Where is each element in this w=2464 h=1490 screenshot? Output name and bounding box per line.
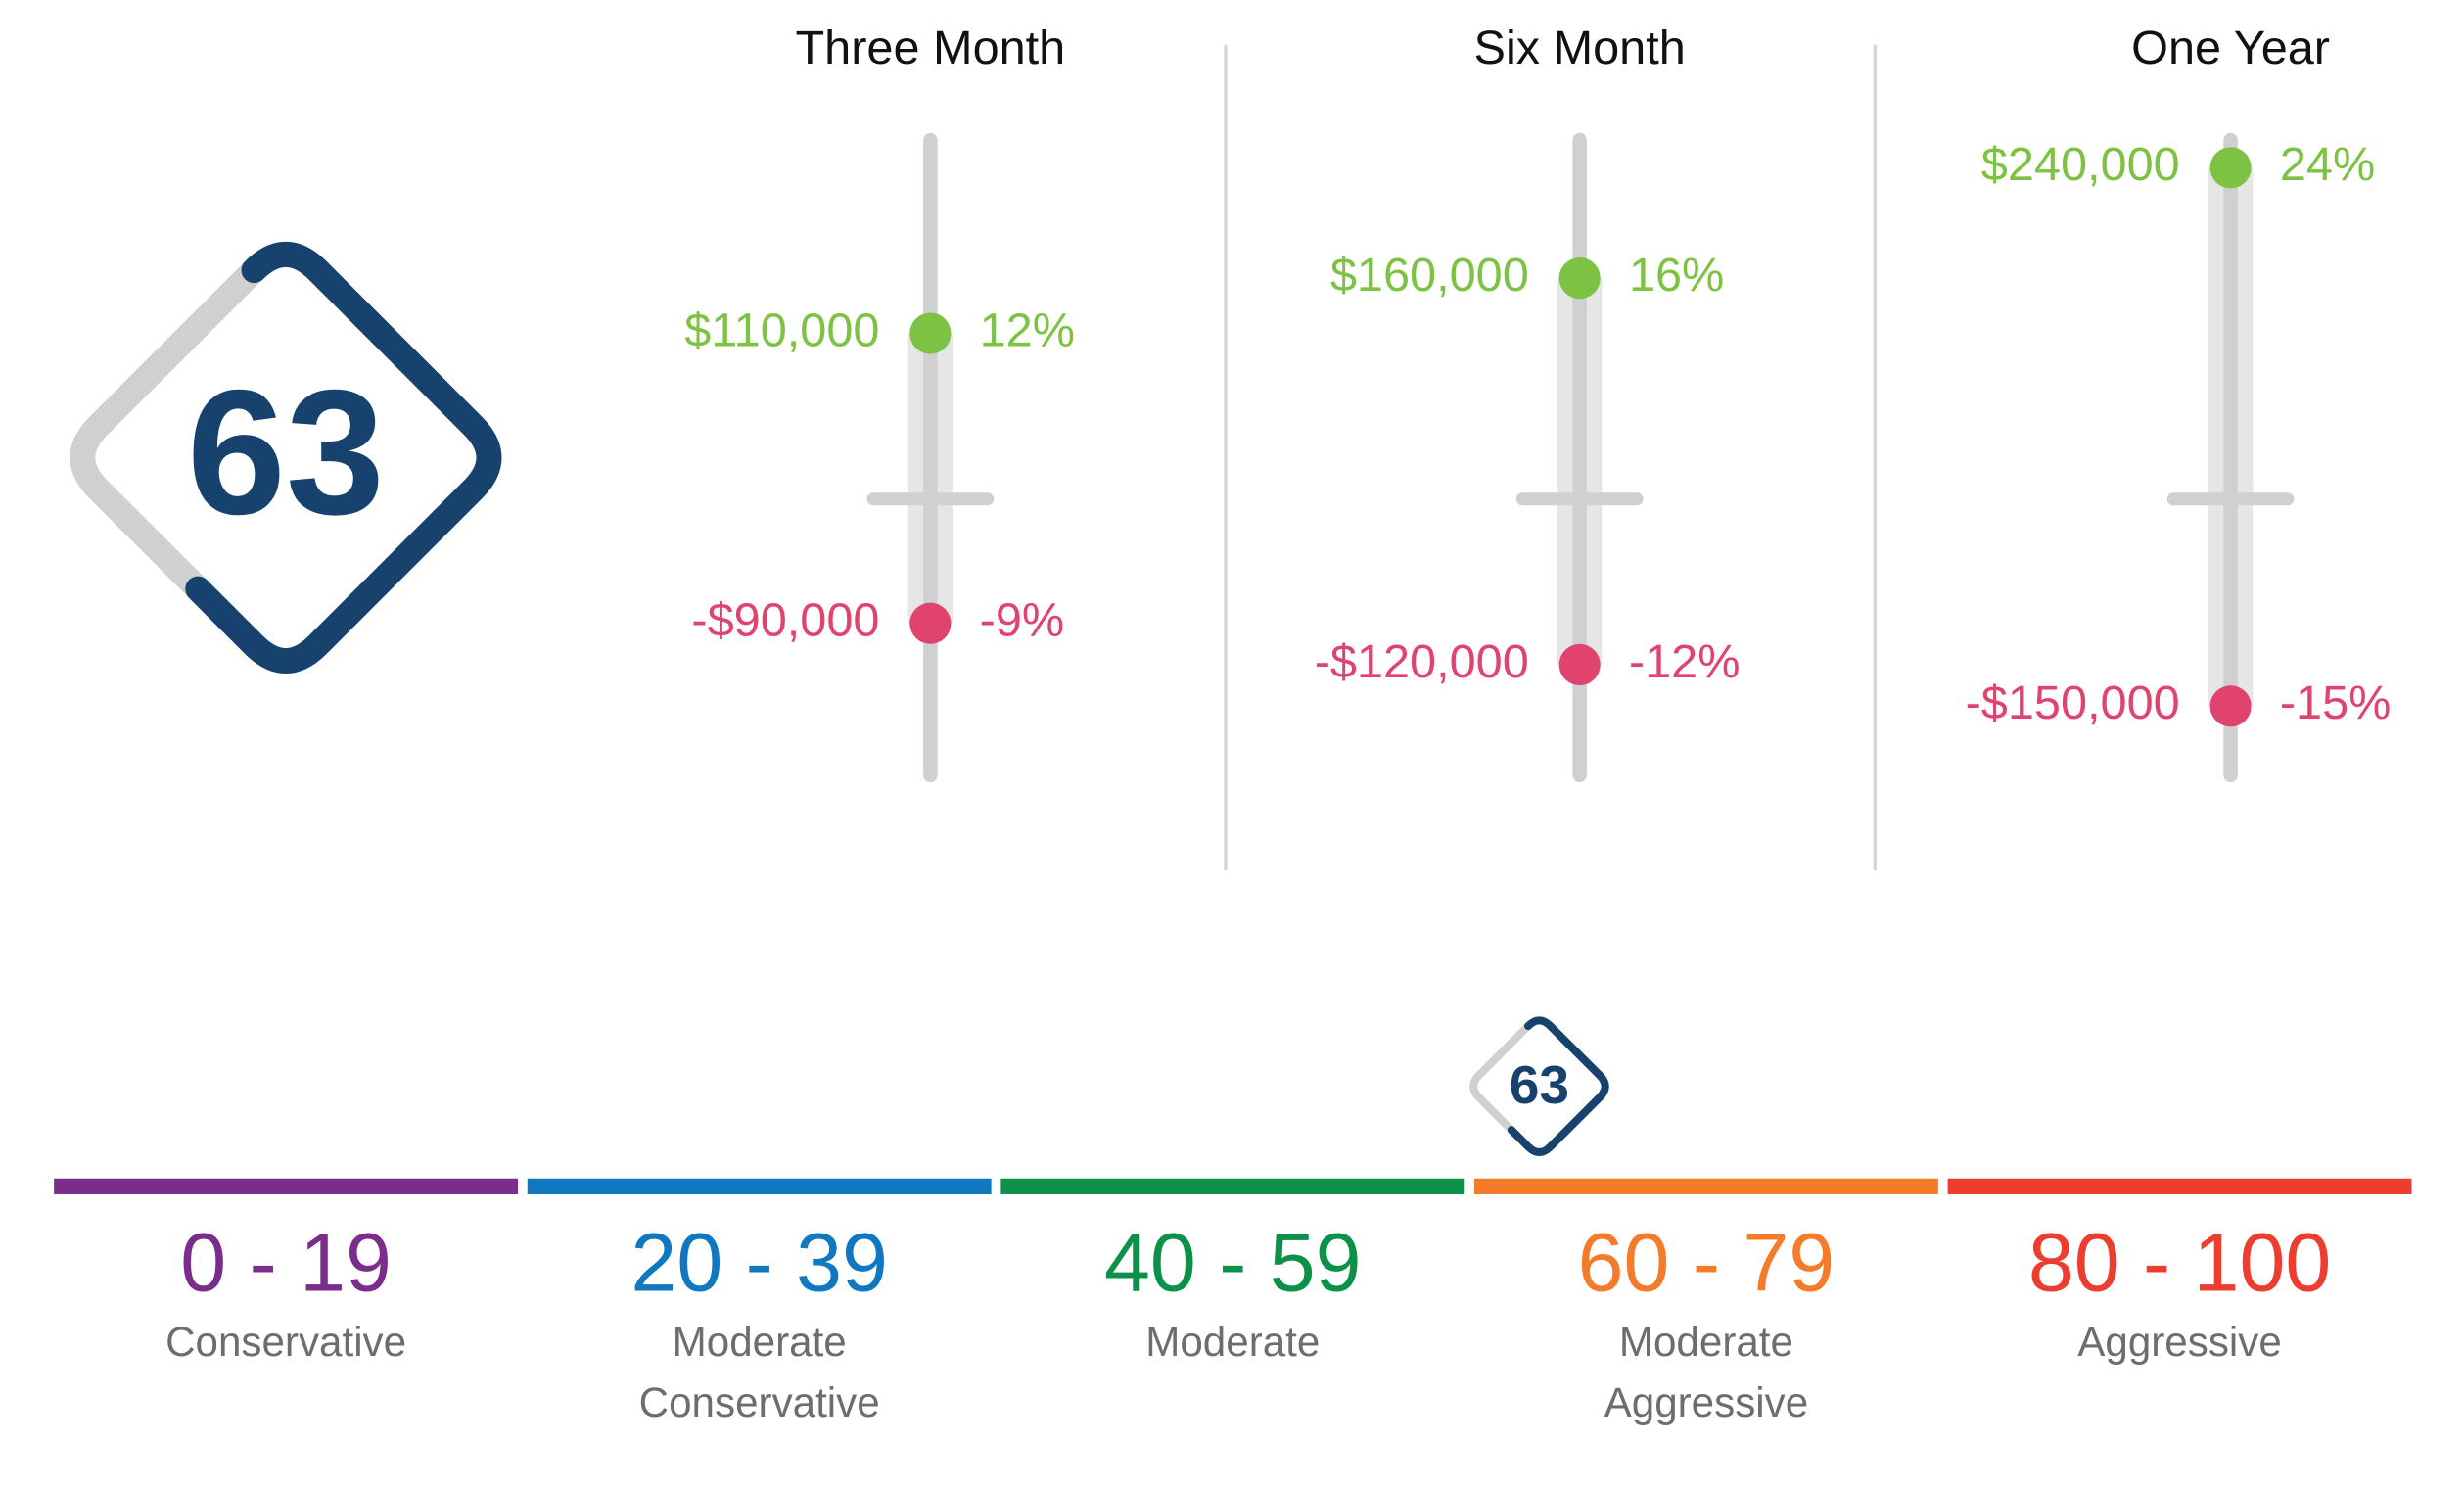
gain-percent: 24% (2280, 138, 2375, 191)
gain-amount: $110,000 (684, 303, 879, 356)
band-name: Conservative (165, 1319, 406, 1365)
gain-percent: 16% (1629, 249, 1724, 302)
band-range: 60 - 79 (1578, 1216, 1836, 1308)
period-title: One Year (2131, 22, 2330, 74)
band-name: Aggressive (1604, 1379, 1809, 1425)
loss-dot (909, 602, 952, 644)
band-name: Aggressive (2077, 1319, 2282, 1365)
gain-dot (1558, 257, 1601, 300)
score-gauge: 63 (70, 241, 502, 674)
loss-amount: -$150,000 (1966, 676, 2180, 729)
band-bar (1000, 1178, 1465, 1194)
gauge-progress (1469, 1016, 1609, 1157)
gain-dot (2209, 147, 2252, 189)
score-gauge: 63 (1469, 1016, 1609, 1157)
loss-percent: -15% (2280, 676, 2392, 729)
band-name: Moderate (673, 1319, 847, 1365)
band-name: Moderate (1619, 1319, 1793, 1365)
loss-dot (2209, 685, 2252, 727)
period-title: Six Month (1474, 22, 1686, 74)
score-value: 63 (187, 354, 385, 552)
loss-percent: -9% (980, 594, 1064, 647)
band-bar (1947, 1178, 2412, 1194)
loss-percent: -12% (1629, 635, 1741, 688)
loss-dot (1558, 643, 1601, 686)
loss-amount: -$90,000 (691, 594, 879, 647)
gauge-progress (70, 241, 502, 674)
gain-dot (909, 312, 952, 354)
gain-percent: 12% (980, 303, 1075, 356)
band-bar (527, 1178, 992, 1194)
loss-amount: -$120,000 (1315, 635, 1529, 688)
band-name: Moderate (1145, 1319, 1320, 1365)
band-range: 40 - 59 (1104, 1216, 1362, 1308)
band-range: 0 - 19 (180, 1216, 392, 1308)
gain-amount: $240,000 (1981, 138, 2180, 191)
score-value: 63 (1510, 1054, 1569, 1115)
band-range: 20 - 39 (630, 1216, 888, 1308)
band-bar (1473, 1178, 1938, 1194)
gain-amount: $160,000 (1330, 249, 1529, 302)
period-title: Three Month (795, 22, 1065, 74)
band-bar (54, 1178, 519, 1194)
band-name: Conservative (639, 1379, 880, 1425)
band-range: 80 - 100 (2028, 1216, 2331, 1308)
